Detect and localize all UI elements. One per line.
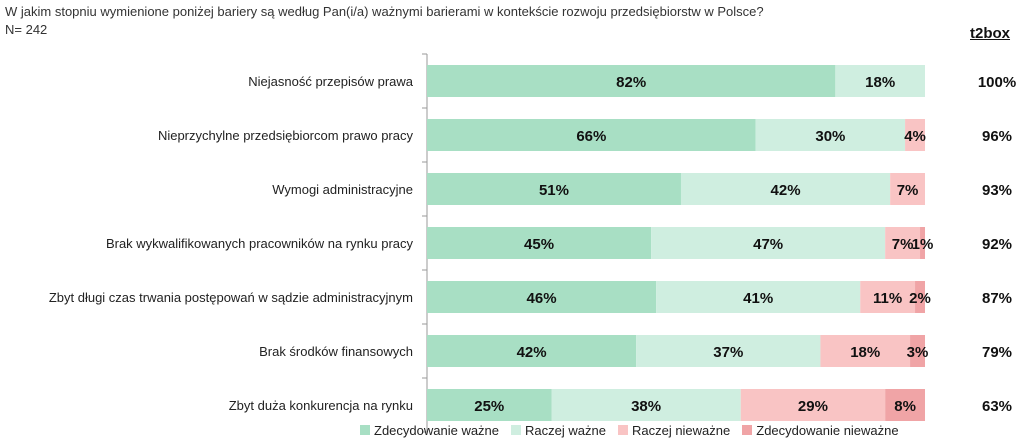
t2box-value: 93% (982, 182, 1012, 199)
t2box-value: 63% (982, 398, 1012, 415)
bar-segment (427, 281, 657, 313)
legend-label: Zdecydowanie nieważne (756, 422, 899, 438)
bar-segment (427, 119, 756, 151)
bar-segment (915, 281, 925, 313)
data-label: 7% (897, 182, 919, 199)
bar-segment (885, 227, 921, 259)
chart-title: W jakim stopniu wymienione poniżej barie… (5, 3, 905, 39)
bar-segment (820, 335, 911, 367)
t2box-value: 92% (982, 236, 1012, 253)
bar-segment (835, 65, 925, 97)
data-label: 30% (815, 128, 845, 145)
category-label: Niejasność przepisów prawa (248, 74, 414, 89)
data-label: 37% (713, 344, 743, 361)
data-label: 18% (865, 74, 895, 91)
category-label: Nieprzychylne przedsiębiorcom prawo prac… (158, 128, 414, 143)
bar-segment (905, 119, 925, 151)
data-label: 47% (753, 236, 783, 253)
bar-segment (656, 281, 861, 313)
data-label: 1% (912, 236, 934, 253)
legend-swatch (511, 425, 522, 435)
bar-segment (755, 119, 906, 151)
legend-swatch (617, 425, 628, 435)
data-label: 18% (850, 344, 880, 361)
category-label: Wymogi administracyjne (272, 182, 413, 197)
data-label: 38% (631, 398, 661, 415)
category-label: Brak środków finansowych (259, 344, 413, 359)
data-label: 4% (904, 128, 926, 145)
bar-segment (427, 227, 652, 259)
bar-segment (651, 227, 886, 259)
bar-segment (427, 65, 836, 97)
legend-label: Raczej nieważne (631, 422, 731, 438)
data-label: 42% (517, 344, 547, 361)
bar-segment (551, 389, 741, 421)
data-label: 2% (909, 290, 931, 307)
bar-segment (427, 335, 637, 367)
data-label: 7% (892, 236, 914, 253)
bar-segment (680, 173, 891, 205)
legend-item: Zdecydowanie ważne (360, 423, 499, 438)
data-label: 51% (539, 182, 569, 199)
data-label: 11% (873, 290, 902, 307)
data-label: 29% (798, 398, 828, 415)
legend-swatch (742, 425, 753, 435)
category-label: Zbyt duża konkurencja na rynku (229, 398, 413, 413)
chart-legend: Zdecydowanie ważne Raczej ważne Raczej nie… (360, 421, 899, 439)
t2box-value: 96% (982, 128, 1012, 145)
bar-segment (427, 173, 681, 205)
question-text: W jakim stopniu wymienione poniżej barie… (5, 4, 764, 19)
t2box-header: t2box (970, 25, 1011, 42)
t2box-value: 79% (982, 344, 1012, 361)
sample-size: N= 242 (5, 22, 48, 37)
data-label: 3% (907, 344, 929, 361)
data-label: 82% (616, 74, 646, 91)
legend-item: Raczej ważne (511, 423, 606, 438)
category-label: Zbyt długi czas trwania postępowań w sąd… (49, 290, 413, 305)
bar-segment (860, 281, 916, 313)
data-label: 66% (576, 128, 606, 145)
bar-segment (636, 335, 821, 367)
legend-swatch (360, 425, 370, 435)
legend-item: Zdecydowanie nieważne (742, 422, 899, 438)
data-label: 8% (894, 398, 916, 415)
legend-item: Raczej nieważne (617, 422, 731, 438)
bar-segment (920, 227, 925, 259)
category-label: Brak wykwalifikowanych pracowników na ry… (106, 236, 414, 251)
bar-segment (427, 389, 552, 421)
bar-segment (890, 173, 925, 205)
t2box-value: 87% (982, 290, 1012, 307)
bar-segment (910, 335, 925, 367)
bar-segment (740, 389, 886, 421)
data-label: 42% (771, 182, 801, 199)
data-label: 25% (474, 398, 504, 415)
legend-label: Zdecydowanie ważne (374, 422, 500, 438)
data-label: 46% (527, 290, 557, 307)
t2box-value: 100% (978, 74, 1016, 91)
data-label: 45% (524, 236, 554, 253)
data-label: 41% (743, 290, 773, 307)
legend-label: Raczej ważne (525, 422, 606, 438)
bar-segment (885, 389, 925, 421)
